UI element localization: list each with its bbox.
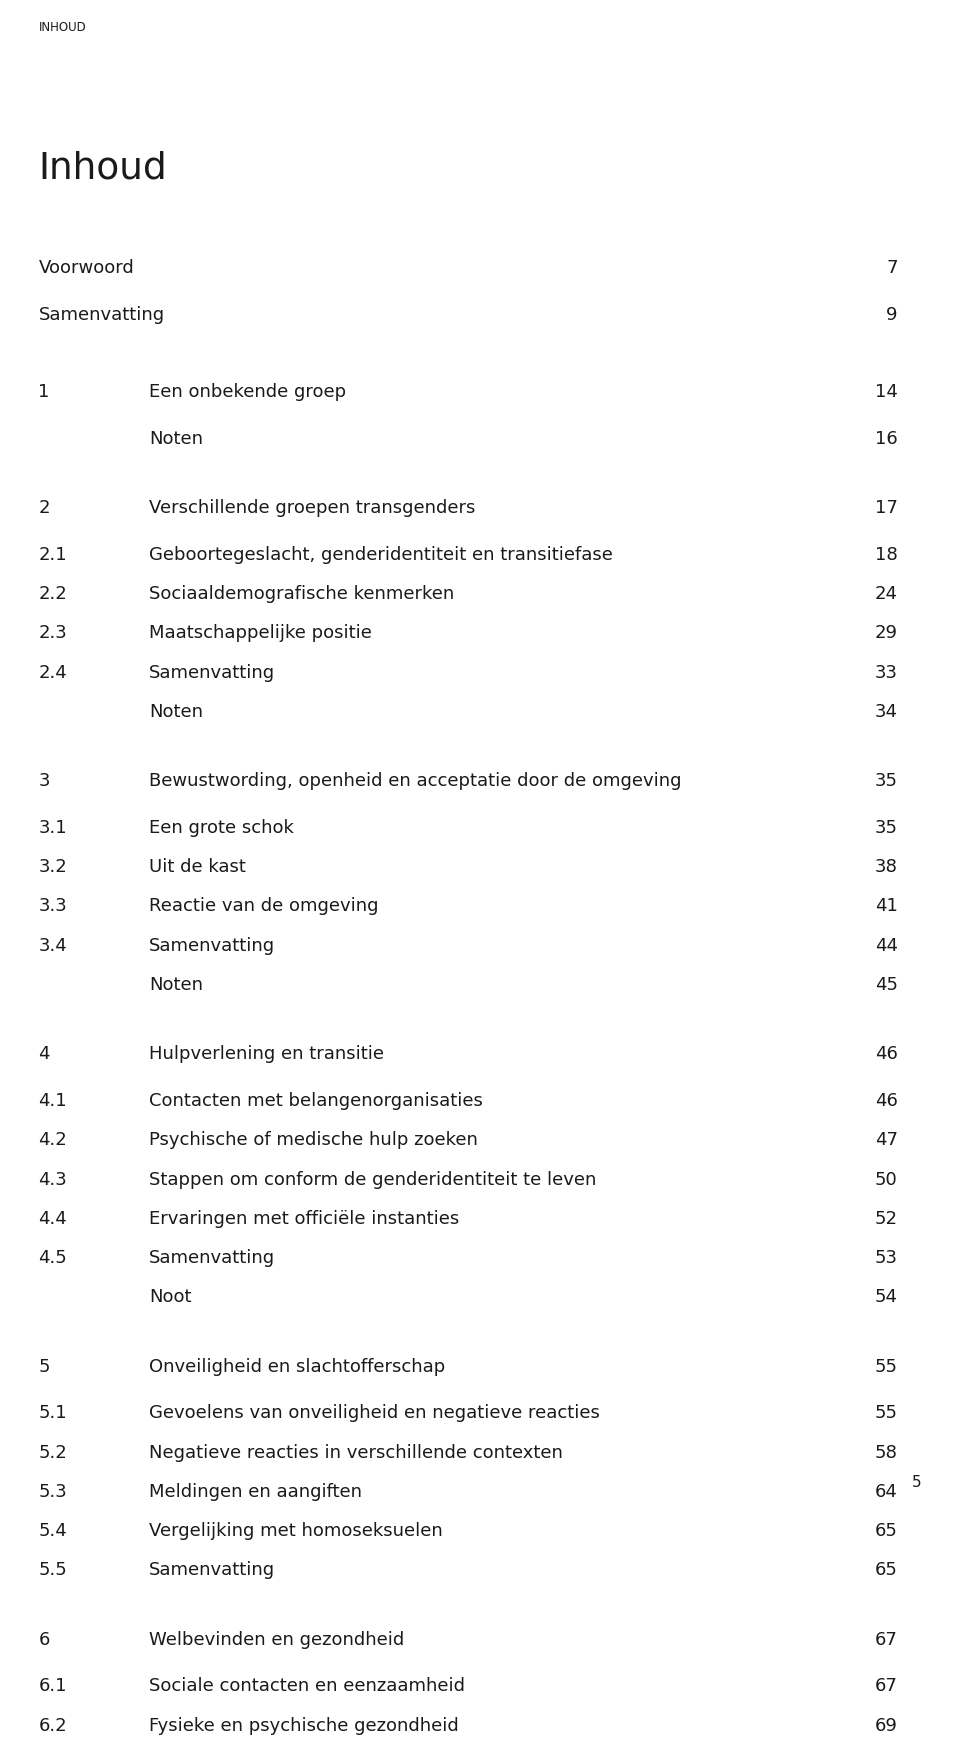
Text: 2: 2 bbox=[38, 500, 50, 517]
Text: Onveiligheid en slachtofferschap: Onveiligheid en slachtofferschap bbox=[149, 1357, 445, 1375]
Text: 5.5: 5.5 bbox=[38, 1562, 67, 1579]
Text: 46: 46 bbox=[875, 1045, 898, 1064]
Text: 4.1: 4.1 bbox=[38, 1092, 67, 1109]
Text: 1: 1 bbox=[38, 383, 50, 402]
Text: 4.2: 4.2 bbox=[38, 1132, 67, 1150]
Text: 3: 3 bbox=[38, 772, 50, 790]
Text: 33: 33 bbox=[875, 664, 898, 681]
Text: 5.2: 5.2 bbox=[38, 1443, 67, 1462]
Text: Noten: Noten bbox=[149, 702, 203, 722]
Text: 4.5: 4.5 bbox=[38, 1249, 67, 1267]
Text: 64: 64 bbox=[875, 1483, 898, 1501]
Text: Fysieke en psychische gezondheid: Fysieke en psychische gezondheid bbox=[149, 1717, 459, 1735]
Text: 2.3: 2.3 bbox=[38, 624, 67, 643]
Text: Psychische of medische hulp zoeken: Psychische of medische hulp zoeken bbox=[149, 1132, 478, 1150]
Text: 4.4: 4.4 bbox=[38, 1209, 67, 1228]
Text: Inhoud: Inhoud bbox=[38, 150, 167, 187]
Text: Maatschappelijke positie: Maatschappelijke positie bbox=[149, 624, 372, 643]
Text: Samenvatting: Samenvatting bbox=[149, 1249, 275, 1267]
Text: 7: 7 bbox=[886, 260, 898, 278]
Text: Uit de kast: Uit de kast bbox=[149, 858, 246, 877]
Text: Een onbekende groep: Een onbekende groep bbox=[149, 383, 346, 402]
Text: 14: 14 bbox=[875, 383, 898, 402]
Text: Een grote schok: Een grote schok bbox=[149, 819, 294, 837]
Text: 17: 17 bbox=[875, 500, 898, 517]
Text: 29: 29 bbox=[875, 624, 898, 643]
Text: 6.2: 6.2 bbox=[38, 1717, 67, 1735]
Text: 65: 65 bbox=[875, 1522, 898, 1539]
Text: Hulpverlening en transitie: Hulpverlening en transitie bbox=[149, 1045, 384, 1064]
Text: 6.1: 6.1 bbox=[38, 1677, 67, 1695]
Text: 9: 9 bbox=[886, 306, 898, 325]
Text: Meldingen en aangiften: Meldingen en aangiften bbox=[149, 1483, 362, 1501]
Text: 54: 54 bbox=[875, 1288, 898, 1307]
Text: Samenvatting: Samenvatting bbox=[149, 664, 275, 681]
Text: Noten: Noten bbox=[149, 430, 203, 447]
Text: 69: 69 bbox=[875, 1717, 898, 1735]
Text: 67: 67 bbox=[875, 1630, 898, 1649]
Text: 50: 50 bbox=[875, 1170, 898, 1188]
Text: Negatieve reacties in verschillende contexten: Negatieve reacties in verschillende cont… bbox=[149, 1443, 563, 1462]
Text: Reactie van de omgeving: Reactie van de omgeving bbox=[149, 898, 378, 915]
Text: Sociale contacten en eenzaamheid: Sociale contacten en eenzaamheid bbox=[149, 1677, 465, 1695]
Text: 55: 55 bbox=[875, 1357, 898, 1375]
Text: 47: 47 bbox=[875, 1132, 898, 1150]
Text: 5: 5 bbox=[38, 1357, 50, 1375]
Text: 44: 44 bbox=[875, 936, 898, 954]
Text: 3.3: 3.3 bbox=[38, 898, 67, 915]
Text: 2.1: 2.1 bbox=[38, 547, 67, 564]
Text: 3.2: 3.2 bbox=[38, 858, 67, 877]
Text: 18: 18 bbox=[875, 547, 898, 564]
Text: Contacten met belangenorganisaties: Contacten met belangenorganisaties bbox=[149, 1092, 483, 1109]
Text: Ervaringen met officiële instanties: Ervaringen met officiële instanties bbox=[149, 1209, 459, 1228]
Text: Noten: Noten bbox=[149, 977, 203, 994]
Text: 45: 45 bbox=[875, 977, 898, 994]
Text: Gevoelens van onveiligheid en negatieve reacties: Gevoelens van onveiligheid en negatieve … bbox=[149, 1405, 600, 1422]
Text: 16: 16 bbox=[875, 430, 898, 447]
Text: 52: 52 bbox=[875, 1209, 898, 1228]
Text: 55: 55 bbox=[875, 1405, 898, 1422]
Text: Sociaaldemografische kenmerken: Sociaaldemografische kenmerken bbox=[149, 585, 454, 603]
Text: Samenvatting: Samenvatting bbox=[149, 936, 275, 954]
Text: Welbevinden en gezondheid: Welbevinden en gezondheid bbox=[149, 1630, 404, 1649]
Text: Voorwoord: Voorwoord bbox=[38, 260, 134, 278]
Text: 65: 65 bbox=[875, 1562, 898, 1579]
Text: 3.1: 3.1 bbox=[38, 819, 67, 837]
Text: Stappen om conform de genderidentiteit te leven: Stappen om conform de genderidentiteit t… bbox=[149, 1170, 596, 1188]
Text: 5.1: 5.1 bbox=[38, 1405, 67, 1422]
Text: 46: 46 bbox=[875, 1092, 898, 1109]
Text: 2.4: 2.4 bbox=[38, 664, 67, 681]
Text: 5: 5 bbox=[912, 1474, 922, 1490]
Text: Vergelijking met homoseksuelen: Vergelijking met homoseksuelen bbox=[149, 1522, 443, 1539]
Text: 41: 41 bbox=[875, 898, 898, 915]
Text: Geboortegeslacht, genderidentiteit en transitiefase: Geboortegeslacht, genderidentiteit en tr… bbox=[149, 547, 612, 564]
Text: Bewustwording, openheid en acceptatie door de omgeving: Bewustwording, openheid en acceptatie do… bbox=[149, 772, 682, 790]
Text: INHOUD: INHOUD bbox=[38, 21, 86, 35]
Text: 2.2: 2.2 bbox=[38, 585, 67, 603]
Text: 34: 34 bbox=[875, 702, 898, 722]
Text: Samenvatting: Samenvatting bbox=[38, 306, 164, 325]
Text: 67: 67 bbox=[875, 1677, 898, 1695]
Text: 4.3: 4.3 bbox=[38, 1170, 67, 1188]
Text: 24: 24 bbox=[875, 585, 898, 603]
Text: Verschillende groepen transgenders: Verschillende groepen transgenders bbox=[149, 500, 475, 517]
Text: 5.4: 5.4 bbox=[38, 1522, 67, 1539]
Text: 58: 58 bbox=[875, 1443, 898, 1462]
Text: 53: 53 bbox=[875, 1249, 898, 1267]
Text: 35: 35 bbox=[875, 772, 898, 790]
Text: Noot: Noot bbox=[149, 1288, 191, 1307]
Text: Samenvatting: Samenvatting bbox=[149, 1562, 275, 1579]
Text: 3.4: 3.4 bbox=[38, 936, 67, 954]
Text: 4: 4 bbox=[38, 1045, 50, 1064]
Text: 38: 38 bbox=[875, 858, 898, 877]
Text: 6: 6 bbox=[38, 1630, 50, 1649]
Text: 35: 35 bbox=[875, 819, 898, 837]
Text: 5.3: 5.3 bbox=[38, 1483, 67, 1501]
